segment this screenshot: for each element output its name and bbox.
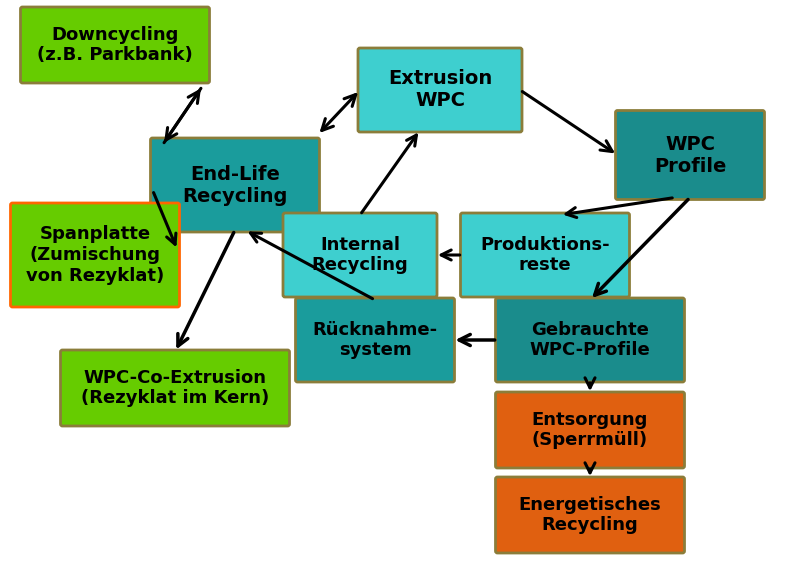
FancyBboxPatch shape [150, 138, 319, 232]
Text: Spanplatte
(Zumischung
von Rezyklat): Spanplatte (Zumischung von Rezyklat) [26, 225, 164, 285]
FancyBboxPatch shape [295, 298, 454, 382]
Text: Downcycling
(z.B. Parkbank): Downcycling (z.B. Parkbank) [37, 25, 193, 65]
Text: WPC
Profile: WPC Profile [654, 135, 726, 175]
Text: WPC-Co-Extrusion
(Rezyklat im Kern): WPC-Co-Extrusion (Rezyklat im Kern) [81, 368, 269, 408]
FancyBboxPatch shape [495, 477, 685, 553]
FancyBboxPatch shape [358, 48, 522, 132]
Text: Entsorgung
(Sperrmüll): Entsorgung (Sperrmüll) [532, 410, 648, 449]
Text: Gebrauchte
WPC-Profile: Gebrauchte WPC-Profile [530, 320, 650, 359]
FancyBboxPatch shape [461, 213, 630, 297]
FancyBboxPatch shape [615, 110, 765, 199]
FancyBboxPatch shape [283, 213, 437, 297]
Text: Rücknahme-
system: Rücknahme- system [313, 320, 438, 359]
Text: Extrusion
WPC: Extrusion WPC [388, 70, 492, 110]
Text: Energetisches
Recycling: Energetisches Recycling [518, 496, 662, 534]
Text: End-Life
Recycling: End-Life Recycling [182, 165, 288, 205]
FancyBboxPatch shape [61, 350, 290, 426]
FancyBboxPatch shape [21, 7, 210, 83]
Text: Internal
Recycling: Internal Recycling [312, 235, 408, 275]
Text: Produktions-
reste: Produktions- reste [480, 235, 610, 275]
FancyBboxPatch shape [10, 203, 179, 307]
FancyBboxPatch shape [495, 298, 685, 382]
FancyBboxPatch shape [495, 392, 685, 468]
